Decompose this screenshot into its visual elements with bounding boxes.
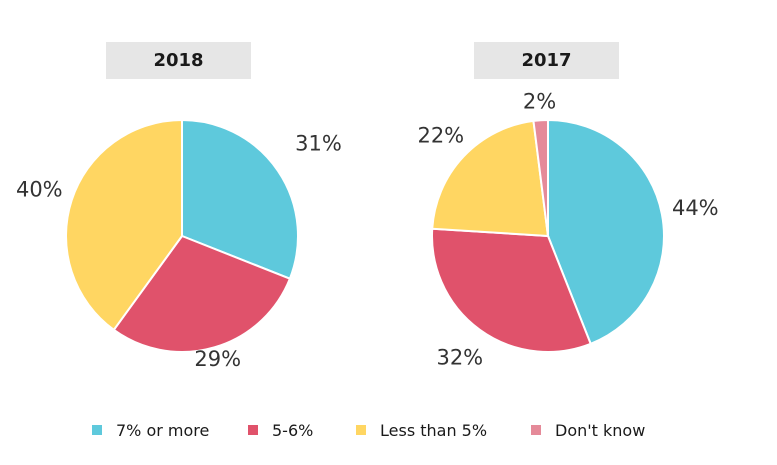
legend-label: 7% or more: [116, 420, 210, 440]
pie-slice-2017-2: [431, 119, 550, 238]
legend: 7% or more 5-6% Less than 5% Don't know: [0, 418, 777, 442]
legend-label: Less than 5%: [380, 420, 488, 440]
pie-slice-2017-1: [431, 227, 592, 353]
legend-label: Don't know: [555, 420, 646, 440]
pie-slice-2018-2: [65, 118, 183, 332]
pie-data-label-2018-2: 40%: [16, 178, 63, 202]
pie-data-label-2017-2: 22%: [417, 123, 464, 147]
pie-data-label-2017-1: 32%: [436, 345, 483, 369]
pie-data-label-2017-0: 44%: [672, 196, 719, 220]
legend-swatch: [92, 425, 102, 435]
legend-swatch: [356, 425, 366, 435]
pie-data-label-2017-3: 2%: [523, 89, 556, 113]
pie-data-label-2018-1: 29%: [194, 347, 241, 371]
pie-title-2018: 2018: [106, 42, 251, 79]
legend-item-5-6: 5-6%: [248, 418, 313, 442]
legend-item-less-than-5: Less than 5%: [356, 418, 487, 442]
pie-slice-2018-1: [112, 234, 292, 353]
pie-chart-2018: 31% 29% 40%: [16, 118, 342, 371]
pie-title-2017: 2017: [474, 42, 619, 79]
pie-slice-2018-0: [181, 118, 299, 280]
pie-slice-2017-3: [532, 118, 549, 237]
pie-data-label-2018-0: 31%: [295, 131, 342, 155]
legend-item-7-or-more: 7% or more: [92, 418, 209, 442]
legend-swatch: [248, 425, 258, 435]
legend-item-dont-know: Don't know: [531, 418, 645, 442]
pie-chart-2017: 44% 32% 22% 2%: [417, 89, 718, 369]
pie-slice-2017-0: [547, 118, 665, 346]
legend-swatch: [531, 425, 541, 435]
legend-label: 5-6%: [272, 420, 314, 440]
